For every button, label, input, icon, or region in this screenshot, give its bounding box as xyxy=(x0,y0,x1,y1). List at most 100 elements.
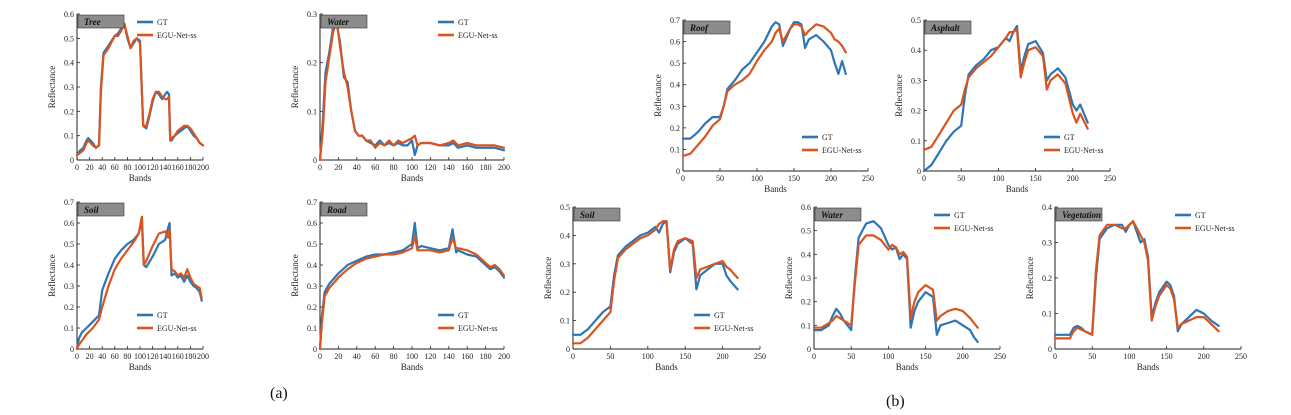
chart-4: 0 20 40 60 80 100 120 140 160 180 200 0 0.1 0.2 0.3 0.4… xyxy=(290,198,510,372)
x-tick-label: 40 xyxy=(98,163,106,172)
y-tick-label: 0.6 xyxy=(801,203,811,212)
x-tick-label: 180 xyxy=(184,352,196,361)
chart-title: Road xyxy=(326,205,347,215)
x-axis-label: Bands xyxy=(129,173,152,183)
x-tick-label: 150 xyxy=(1030,174,1042,183)
x-tick-label: 50 xyxy=(606,352,614,361)
chart-3: 0 20 40 60 80 100 120 140 160 180 200 0 0.1 0.2 0.3 0.4… xyxy=(47,198,209,372)
x-tick-label: 150 xyxy=(920,352,932,361)
x-tick-label: 200 xyxy=(197,352,209,361)
x-tick-label: 200 xyxy=(717,352,729,361)
legend-label: GT xyxy=(1195,211,1206,220)
legend-label: GT xyxy=(157,311,168,320)
x-tick-label: 200 xyxy=(197,163,209,172)
x-tick-label: 100 xyxy=(134,163,146,172)
y-tick-label: 0.2 xyxy=(801,298,811,307)
x-tick-label: 60 xyxy=(371,163,379,172)
y-tick-label: 0.2 xyxy=(560,288,570,297)
x-tick-label: 180 xyxy=(184,163,196,172)
chart-title-box xyxy=(814,207,862,222)
y-tick-label: 0.3 xyxy=(64,282,74,291)
x-tick-label: 120 xyxy=(424,352,436,361)
y-tick-label: 0.3 xyxy=(560,260,570,269)
chart-8: 0 50 100 150 200 250 0 0.1 0.2 0.3 0.4 0.5 0.6 Bands R… xyxy=(784,203,1006,372)
y-tick-label: 0 xyxy=(807,345,811,354)
legend-label: EGU-Net-ss xyxy=(954,224,994,233)
chart-1: 0 20 40 60 80 100 120 140 160 180 200 0 0.1 0.2 0.3 0.4… xyxy=(47,10,209,183)
x-tick-label: 20 xyxy=(86,163,94,172)
x-tick-label: 140 xyxy=(159,352,171,361)
chart-2: 0 20 40 60 80 100 120 140 160 180 200 0 0.1 0.2 0.3 Ban… xyxy=(290,10,510,183)
y-tick-label: 0.6 xyxy=(307,219,317,228)
x-tick-label: 80 xyxy=(123,163,131,172)
y-tick-label: 0.4 xyxy=(64,261,74,270)
x-tick-label: 40 xyxy=(98,352,106,361)
legend-label: EGU-Net-ss xyxy=(714,324,754,333)
series-line-egu-net-ss xyxy=(922,28,1089,151)
x-tick-label: 140 xyxy=(443,352,455,361)
y-tick-label: 0.5 xyxy=(670,59,680,68)
x-tick-label: 80 xyxy=(123,352,131,361)
x-tick-label: 20 xyxy=(334,163,342,172)
y-tick-label: 0.1 xyxy=(307,107,317,116)
legend-label: GT xyxy=(822,133,833,142)
y-axis-label: Reflectance xyxy=(653,74,663,116)
x-tick-label: 80 xyxy=(390,163,398,172)
series-line-egu-net-ss xyxy=(75,215,203,351)
x-tick-label: 180 xyxy=(480,163,492,172)
x-tick-label: 0 xyxy=(812,352,816,361)
y-tick-label: 0.1 xyxy=(560,317,570,326)
legend-label: EGU-Net-ss xyxy=(157,324,197,333)
x-tick-label: 180 xyxy=(480,352,492,361)
x-tick-label: 100 xyxy=(751,174,763,183)
series-line-egu-net-ss xyxy=(681,23,847,157)
series-line-egu-net-ss xyxy=(812,234,979,329)
legend-label: GT xyxy=(714,311,725,320)
y-tick-label: 0 xyxy=(1048,345,1052,354)
legend-label: GT xyxy=(458,18,469,27)
x-tick-label: 100 xyxy=(882,352,894,361)
y-tick-label: 0 xyxy=(313,156,317,165)
series-line-egu-net-ss xyxy=(571,220,739,345)
x-tick-label: 120 xyxy=(424,163,436,172)
x-tick-label: 200 xyxy=(825,174,837,183)
x-tick-label: 40 xyxy=(353,352,361,361)
chart-title: Vegetation xyxy=(1062,210,1101,220)
x-tick-label: 120 xyxy=(147,352,159,361)
x-tick-label: 160 xyxy=(461,163,473,172)
x-tick-label: 80 xyxy=(390,352,398,361)
y-tick-label: 0.2 xyxy=(670,124,680,133)
x-tick-label: 100 xyxy=(642,352,654,361)
y-tick-label: 0.5 xyxy=(560,203,570,212)
chart-title-box xyxy=(77,202,125,217)
y-tick-label: 0.4 xyxy=(64,59,74,68)
y-axis-label: Reflectance xyxy=(290,254,300,296)
y-tick-label: 0.1 xyxy=(64,324,74,333)
x-tick-label: 140 xyxy=(443,163,455,172)
caption-a: (a) xyxy=(270,385,288,402)
x-tick-label: 200 xyxy=(498,163,510,172)
x-tick-label: 250 xyxy=(754,352,766,361)
x-tick-label: 0 xyxy=(922,174,926,183)
x-tick-label: 50 xyxy=(1088,352,1096,361)
legend-label: GT xyxy=(157,18,168,27)
chart-title-box xyxy=(924,20,972,35)
x-tick-label: 140 xyxy=(159,163,171,172)
x-tick-label: 100 xyxy=(1123,352,1135,361)
x-tick-label: 60 xyxy=(371,352,379,361)
chart-title: Water xyxy=(327,17,349,27)
y-tick-label: 0 xyxy=(70,345,74,354)
x-tick-label: 50 xyxy=(957,174,965,183)
y-tick-label: 0.4 xyxy=(911,46,921,55)
chart-title-box xyxy=(1055,207,1103,222)
y-axis-label: Reflectance xyxy=(543,257,553,299)
legend-label: EGU-Net-ss xyxy=(822,146,862,155)
x-tick-label: 250 xyxy=(1104,174,1116,183)
legend-label: EGU-Net-ss xyxy=(458,324,498,333)
y-tick-label: 0.4 xyxy=(801,250,811,259)
y-tick-label: 0.2 xyxy=(307,59,317,68)
x-tick-label: 40 xyxy=(353,163,361,172)
x-axis-label: Bands xyxy=(655,362,678,372)
y-tick-label: 0 xyxy=(917,167,921,176)
x-tick-label: 100 xyxy=(134,352,146,361)
